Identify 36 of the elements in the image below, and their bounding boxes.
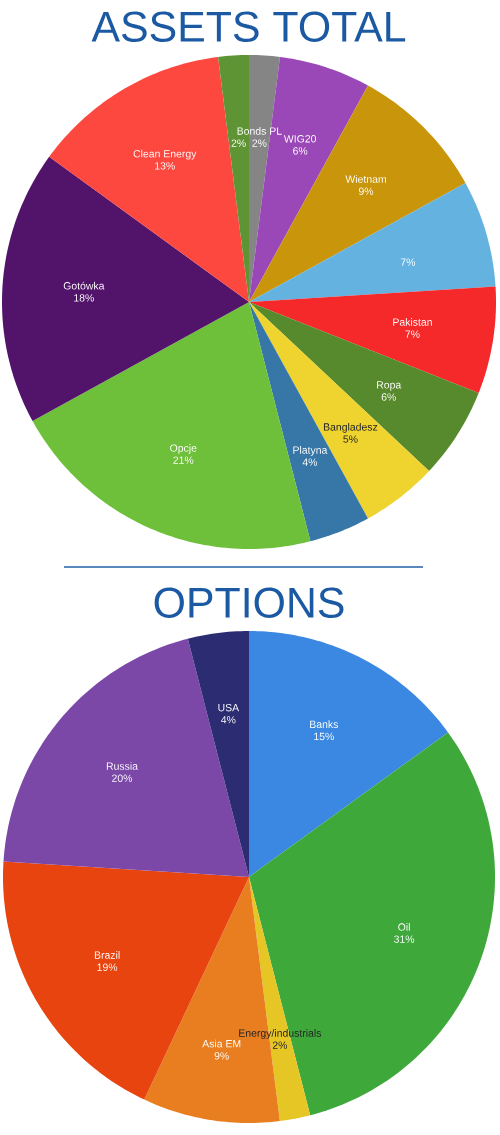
slice-label: Banks [310,720,338,729]
data-label: 15% [314,732,334,741]
data-label: 18% [74,294,94,302]
data-label: 4% [221,716,236,724]
slice-label: Oil [398,923,410,931]
data-label: 7% [400,258,416,266]
data-label: 6% [381,393,396,401]
slice-label: WIG20 [283,135,317,143]
data-label: 13% [155,162,175,170]
slice-label: Gotówka [63,281,105,290]
data-label: 20% [112,774,133,782]
slice-label: Russia [106,762,138,770]
data-label: 2% [231,139,246,147]
slice-label: USA [218,703,240,712]
data-label: 7% [405,330,420,338]
data-label: 6% [293,147,308,155]
data-label: 19% [97,963,118,971]
data-label: 2% [272,1041,288,1049]
data-label: 9% [358,187,374,195]
data-label: 21% [173,456,194,464]
slice-label: Brazil [94,951,120,959]
data-label: 31% [394,935,415,943]
slice-label: Pakistan [393,318,432,326]
chart-title: ASSETS TOTAL [91,11,406,42]
data-label: 4% [302,458,318,466]
data-label: 2% [252,139,267,147]
slice-label: Ropa [377,381,402,391]
data-label: 5% [343,435,358,443]
slice-label: Platyna [293,446,328,456]
slice-label: Opcje [170,444,197,454]
slice-label: Clean Energy [133,149,197,160]
slice-label: Bangladesz [323,422,378,433]
data-label: 9% [214,1052,229,1060]
slice-label: Wietnam [345,175,386,183]
slice-label: Asia EM [202,1039,241,1048]
chart-title: OPTIONS [154,587,344,618]
